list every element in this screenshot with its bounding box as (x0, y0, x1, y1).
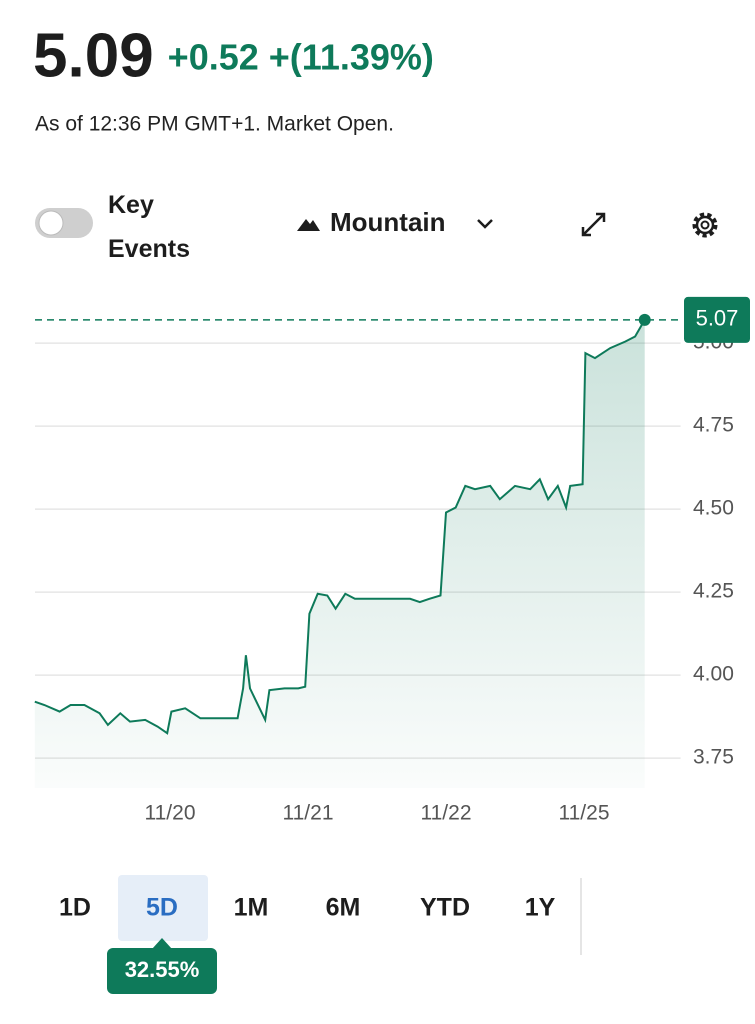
return-pointer (152, 938, 172, 949)
range-bar: 1D 5D 1M 6M YTD 1Y (59, 894, 556, 922)
settings-icon[interactable] (692, 212, 718, 238)
chart-style[interactable]: Mountain (330, 207, 446, 237)
y-tick-label: 4.75 (693, 414, 734, 437)
range-button[interactable]: 1Y (525, 894, 556, 922)
change-percent: +(11.39%) (269, 37, 434, 78)
range-button[interactable]: 5D (146, 894, 178, 922)
toggle-knob (38, 210, 64, 236)
x-tick-label: 11/21 (283, 802, 334, 825)
y-tick-label: 4.25 (693, 580, 734, 603)
price-line (34, 319, 646, 735)
key-events[interactable]: Key Events (108, 191, 190, 263)
range-button[interactable]: YTD (420, 894, 470, 922)
range-return: 32.55% (125, 957, 200, 982)
y-tick-label: 3.75 (693, 746, 734, 769)
last-point (638, 313, 651, 326)
last-price-label: 5.07 (696, 306, 739, 331)
chart: 3.754.004.254.504.755.0011/2011/2111/221… (34, 296, 750, 825)
range-button[interactable]: 1D (59, 894, 91, 922)
x-tick-label: 11/22 (421, 802, 472, 825)
price: 5.09 (33, 21, 154, 90)
selected-range-bg (118, 875, 208, 941)
area (34, 319, 645, 788)
x-tick-label: 11/20 (145, 802, 196, 825)
key-events-box: Key Events (108, 191, 190, 263)
last-price-badge (684, 296, 750, 343)
change: +0.52 (168, 37, 259, 78)
mountain-icon (297, 219, 320, 231)
return-badge (107, 948, 217, 994)
range-button[interactable]: 1M (234, 894, 269, 922)
y-tick-label: 4.00 (693, 663, 734, 686)
range-button[interactable]: 6M (326, 894, 361, 922)
x-tick-label: 11/25 (559, 802, 610, 825)
expand-icon[interactable] (581, 212, 606, 237)
y-tick-label: 4.50 (693, 497, 734, 520)
chevron (477, 219, 493, 229)
subtitle: As of 12:36 PM GMT+1. Market Open. (35, 113, 394, 136)
